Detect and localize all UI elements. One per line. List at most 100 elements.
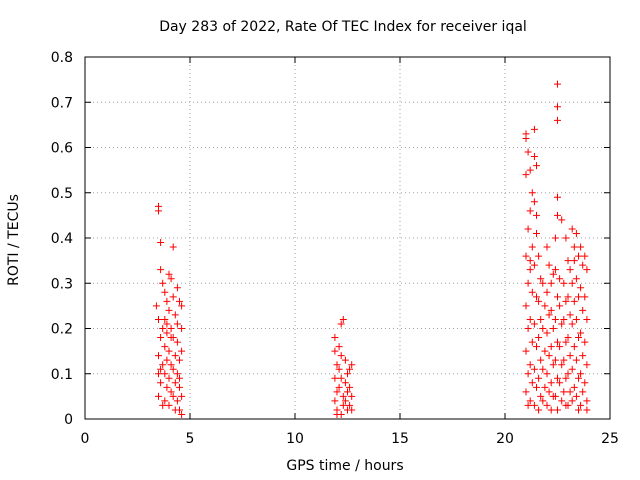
data-point (539, 365, 547, 373)
data-point (526, 397, 534, 405)
data-point (570, 243, 578, 251)
data-point (545, 311, 553, 319)
data-point (169, 243, 177, 251)
x-tick-label: 25 (601, 431, 619, 447)
data-point (537, 275, 545, 283)
data-point (549, 270, 557, 278)
y-tick-label: 0.6 (51, 141, 73, 157)
data-point (577, 329, 585, 337)
data-point (348, 392, 356, 400)
data-point (178, 325, 186, 332)
data-point (337, 352, 345, 360)
data-point (535, 252, 543, 260)
data-point (161, 343, 169, 351)
data-point (543, 370, 551, 378)
data-point (539, 279, 547, 287)
data-point (526, 266, 534, 274)
data-point (530, 320, 538, 328)
data-point (554, 116, 561, 124)
data-point (554, 293, 561, 301)
y-tick-label: 0.8 (51, 50, 73, 66)
data-point (176, 374, 183, 382)
data-point (157, 334, 165, 342)
data-point (554, 103, 561, 111)
data-point (524, 148, 532, 156)
data-point (171, 311, 179, 319)
data-point (537, 356, 545, 364)
data-point (157, 379, 165, 387)
data-point (344, 370, 351, 378)
data-point (155, 315, 162, 323)
data-point (583, 397, 591, 405)
data-point (530, 365, 538, 373)
data-point (560, 315, 568, 323)
data-point (547, 406, 555, 414)
data-point (348, 406, 356, 414)
data-point (551, 356, 559, 364)
data-point (556, 275, 564, 283)
data-point (346, 365, 354, 373)
data-point (556, 379, 564, 387)
data-point (581, 379, 589, 387)
data-point (568, 397, 576, 405)
data-point (178, 347, 186, 355)
data-point (535, 297, 543, 305)
data-point (159, 401, 167, 409)
data-point (568, 320, 576, 328)
chart-title: Day 283 of 2022, Rate Of TEC Index for r… (159, 19, 527, 35)
data-point (543, 243, 551, 251)
data-point (564, 401, 572, 409)
data-point (176, 297, 183, 305)
data-point (579, 261, 587, 269)
data-point (570, 383, 578, 391)
data-point (533, 162, 540, 170)
data-point (335, 343, 343, 351)
data-point (572, 229, 580, 237)
data-point (549, 325, 557, 332)
data-point (341, 397, 349, 405)
data-point (579, 352, 587, 360)
data-point (577, 284, 585, 292)
data-point (568, 225, 576, 233)
data-point (167, 388, 175, 396)
data-point (157, 365, 165, 373)
y-tick-label: 0.7 (51, 95, 73, 111)
y-tick-label: 0 (64, 412, 73, 428)
data-point (543, 329, 551, 337)
x-tick-label: 10 (286, 431, 304, 447)
data-point (562, 234, 570, 242)
data-point (547, 306, 555, 314)
data-point (539, 325, 547, 332)
data-point (566, 388, 574, 396)
data-point (581, 338, 589, 346)
grid-lines (85, 57, 610, 419)
data-point (572, 356, 580, 364)
data-point (155, 352, 162, 360)
data-point (526, 361, 534, 369)
data-point (554, 211, 561, 219)
data-point (524, 401, 532, 409)
data-point (547, 379, 555, 387)
data-point (572, 275, 580, 283)
data-point (558, 320, 566, 328)
data-point (159, 361, 167, 369)
data-point (575, 293, 582, 301)
data-point (163, 383, 171, 391)
data-point (522, 252, 530, 260)
data-point (163, 356, 171, 364)
data-point (331, 347, 339, 355)
data-point (169, 365, 177, 373)
data-point (337, 410, 345, 418)
y-tick-label: 0.2 (51, 322, 73, 338)
data-point (549, 361, 557, 369)
data-point (539, 397, 547, 405)
data-point (579, 388, 587, 396)
data-point (524, 370, 532, 378)
data-point (167, 334, 175, 342)
data-point (547, 279, 555, 287)
data-point (570, 343, 578, 351)
data-point (572, 392, 580, 400)
x-tick-label: 20 (496, 431, 514, 447)
data-point (169, 392, 177, 400)
